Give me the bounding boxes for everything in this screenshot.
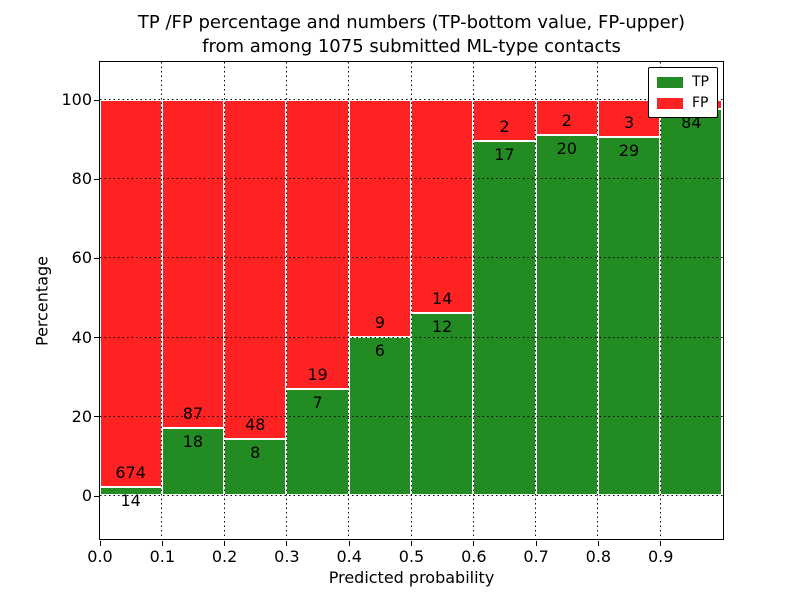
x-tick-mark xyxy=(411,540,412,546)
y-tick-label: 80 xyxy=(71,169,92,189)
legend-label-tp: TP xyxy=(692,74,709,90)
bar-segment-tp xyxy=(161,427,225,496)
bar-segment-tp xyxy=(348,337,411,496)
y-tick-mark xyxy=(93,99,99,101)
y-tick-label: 20 xyxy=(71,406,92,426)
legend: TP FP xyxy=(648,67,718,118)
y-tick-label: 60 xyxy=(71,248,92,268)
x-tick-mark xyxy=(161,540,163,546)
bar-segment-fp xyxy=(535,99,598,136)
legend-swatch-tp xyxy=(657,76,683,88)
x-tick-mark xyxy=(535,540,537,546)
x-tick-label: 0.7 xyxy=(523,547,549,566)
x-tick-mark xyxy=(660,540,662,546)
bars-layer xyxy=(99,62,723,539)
x-tick-mark xyxy=(597,540,599,546)
bar-segment-fp xyxy=(286,99,349,389)
y-tick-mark xyxy=(93,178,99,180)
chart-title-line2: from among 1075 submitted ML-type contac… xyxy=(202,36,621,57)
y-tick-mark xyxy=(93,337,99,339)
y-tick-mark xyxy=(93,495,99,497)
legend-item-fp: FP xyxy=(657,96,709,110)
x-tick-label: 0.1 xyxy=(149,547,176,566)
bar-segment-tp xyxy=(660,108,723,496)
bar-segment-fp xyxy=(348,99,411,338)
x-tick-label: 0.8 xyxy=(585,547,612,566)
bar-segment-tp xyxy=(535,135,598,496)
bar-segment-tp xyxy=(597,136,661,496)
legend-label-fp: FP xyxy=(692,95,709,111)
x-tick-mark xyxy=(286,540,288,546)
bar-segment-tp xyxy=(286,388,349,496)
bar-segment-fp xyxy=(411,99,474,313)
legend-item-tp: TP xyxy=(657,75,709,89)
x-tick-mark xyxy=(224,540,226,546)
bar-segment-fp xyxy=(161,99,225,428)
x-tick-label: 0.2 xyxy=(211,547,238,566)
x-tick-label: 0.4 xyxy=(336,547,362,566)
bar-segment-tp xyxy=(411,312,474,496)
bar-segment-tp xyxy=(473,141,536,496)
y-tick-mark xyxy=(93,257,99,259)
x-tick-label: 0.6 xyxy=(461,547,487,566)
y-tick-label: 100 xyxy=(61,90,92,109)
bar-segment-fp xyxy=(224,99,287,439)
x-tick-label: 0.0 xyxy=(87,547,113,566)
y-tick-label: 40 xyxy=(71,327,92,347)
x-tick-label: 0.9 xyxy=(647,547,674,566)
chart-title-line1: TP /FP percentage and numbers (TP-bottom… xyxy=(137,12,686,33)
bar-segment-tp xyxy=(224,438,287,496)
chart-title: TP /FP percentage and numbers (TP-bottom… xyxy=(100,11,723,59)
plot-area: 674 14 87 18 48 8 19 7 9 6 14 12 2 17 2 20 3 29 84 xyxy=(98,60,724,540)
x-tick-mark xyxy=(348,540,350,546)
x-axis-label: Predicted probability xyxy=(328,568,495,587)
y-tick-label: 0 xyxy=(81,486,92,505)
bar-segment-fp xyxy=(99,99,162,488)
x-tick-label: 0.5 xyxy=(398,547,425,566)
x-tick-mark xyxy=(473,540,475,546)
x-tick-label: 0.3 xyxy=(274,547,300,566)
x-tick-mark xyxy=(99,540,101,546)
legend-swatch-fp xyxy=(657,97,683,109)
bar-segment-fp xyxy=(473,99,536,142)
bar-segment-tp xyxy=(99,487,162,496)
y-tick-mark xyxy=(93,416,99,418)
